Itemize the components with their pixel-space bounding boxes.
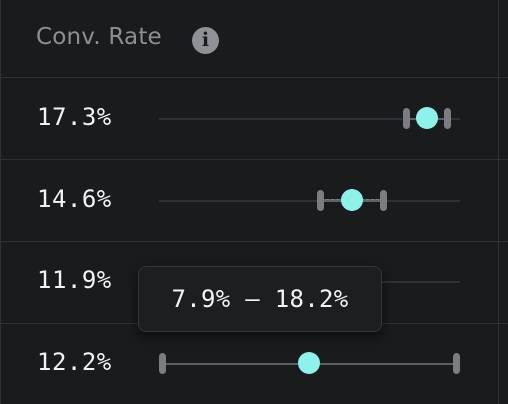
column-header: Conv. Rate i — [1, 0, 508, 78]
confidence-interval-low-cap — [403, 108, 410, 129]
estimate-marker[interactable] — [416, 107, 438, 129]
confidence-interval-high-cap — [380, 190, 387, 211]
info-icon[interactable]: i — [192, 27, 219, 54]
conversion-rate-value: 14.6% — [37, 185, 112, 213]
conversion-rate-value: 12.2% — [37, 348, 112, 376]
conversion-rate-value: 11.9% — [37, 266, 112, 294]
table-row: 12.2% — [1, 324, 508, 404]
range-track — [159, 200, 460, 202]
estimate-marker[interactable] — [341, 189, 363, 211]
confidence-interval-low-cap — [317, 190, 324, 211]
table-row: 14.6% — [1, 160, 508, 242]
range-track — [159, 118, 460, 120]
confidence-interval-high-cap — [453, 353, 460, 374]
table-row: 17.3% — [1, 78, 508, 160]
confidence-interval-tooltip: 7.9% – 18.2% — [138, 266, 382, 332]
column-divider — [498, 0, 499, 404]
confidence-interval-low-cap — [159, 353, 166, 374]
estimate-marker[interactable] — [298, 352, 320, 374]
confidence-interval-high-cap — [444, 108, 451, 129]
conversion-rate-value: 17.3% — [37, 103, 112, 131]
column-header-label: Conv. Rate — [36, 24, 162, 50]
